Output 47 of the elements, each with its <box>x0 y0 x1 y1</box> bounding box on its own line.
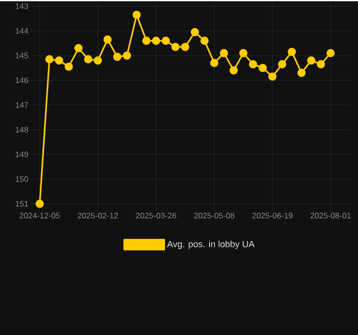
point <box>316 60 326 68</box>
y-tick-label: 150 <box>16 176 28 182</box>
y-tick-label: 148 <box>16 126 28 132</box>
y-tick-label: 151 <box>16 200 28 206</box>
point <box>45 55 54 64</box>
point <box>297 68 306 77</box>
point <box>239 48 248 58</box>
point <box>36 200 44 208</box>
point <box>122 51 132 60</box>
point <box>200 36 209 45</box>
point <box>288 48 296 56</box>
point <box>278 60 286 68</box>
legend-label: Avg. pos. in lobby UA <box>167 240 255 249</box>
point <box>248 60 258 68</box>
point <box>84 55 92 64</box>
x-tick-label: 2025-06-19 <box>252 212 292 218</box>
x-tick-label: 2025-08-01 <box>310 212 351 218</box>
y-tick-label: 144 <box>16 28 28 34</box>
point <box>152 36 160 45</box>
point <box>268 72 277 81</box>
point <box>190 28 199 36</box>
y-tick-label: 149 <box>16 151 28 158</box>
point <box>103 35 112 44</box>
y-tick-label: 143 <box>16 3 28 9</box>
point <box>113 52 122 61</box>
y-tick-label: 145 <box>16 52 28 58</box>
point <box>64 62 73 71</box>
x-tick-label: 2025-02-12 <box>78 212 118 218</box>
point <box>307 56 316 65</box>
point <box>326 48 335 58</box>
point <box>74 44 83 52</box>
x-tick-label: 2024-12-05 <box>20 212 60 218</box>
y-tick-label: 146 <box>16 77 28 83</box>
point <box>142 36 150 45</box>
point <box>171 42 180 51</box>
y-tick-label: 147 <box>16 102 28 108</box>
point <box>181 42 190 51</box>
point <box>220 48 228 58</box>
point <box>54 56 64 65</box>
point <box>230 66 238 74</box>
x-tick-label: 2025-05-08 <box>194 212 234 218</box>
point <box>94 56 102 65</box>
point <box>132 10 141 19</box>
point <box>162 36 170 45</box>
x-tick-label: 2025-03-26 <box>136 212 176 218</box>
point <box>210 58 218 67</box>
point <box>258 64 267 72</box>
